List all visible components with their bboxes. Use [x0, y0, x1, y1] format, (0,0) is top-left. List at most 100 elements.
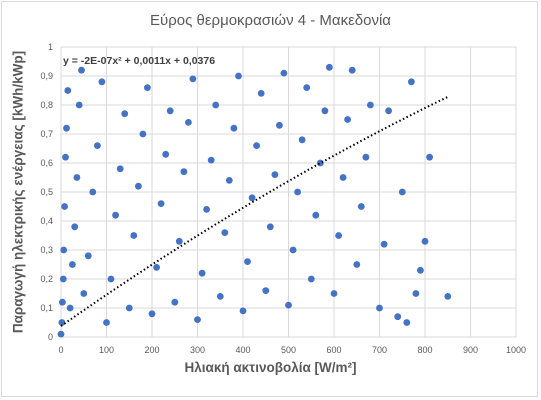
- data-point: [89, 188, 97, 196]
- data-point: [103, 319, 110, 326]
- y-tick-label: 0,7: [40, 129, 53, 139]
- data-point: [307, 275, 315, 283]
- data-point: [148, 310, 156, 318]
- data-point: [266, 223, 274, 231]
- x-axis-label: Ηλιακή ακτινοβολία [W/m²]: [184, 360, 357, 375]
- data-point: [59, 298, 66, 306]
- data-point: [321, 107, 329, 115]
- data-point: [59, 275, 67, 283]
- data-point: [175, 237, 183, 245]
- data-point: [57, 330, 65, 338]
- data-point: [298, 136, 306, 144]
- data-point: [248, 194, 256, 202]
- data-point: [412, 290, 420, 297]
- y-tick-label: 1: [48, 42, 53, 52]
- x-tick-label: 800: [417, 345, 432, 355]
- trendline: [60, 95, 449, 327]
- data-point: [130, 232, 138, 239]
- x-tick-label: 1000: [506, 345, 526, 355]
- y-tick-label: 0,6: [40, 158, 53, 168]
- data-point: [180, 168, 188, 176]
- data-point: [326, 63, 333, 71]
- data-point: [239, 307, 247, 315]
- data-point: [84, 252, 92, 260]
- data-point: [171, 298, 179, 306]
- data-point: [339, 174, 347, 181]
- y-tick-label: 0,9: [40, 71, 53, 81]
- data-point: [380, 240, 388, 248]
- data-point: [116, 165, 124, 173]
- data-point: [262, 287, 270, 294]
- data-point: [107, 275, 115, 283]
- data-point: [80, 290, 88, 297]
- data-point: [58, 319, 66, 326]
- data-point: [417, 266, 424, 274]
- data-point: [330, 290, 338, 297]
- data-point: [235, 72, 242, 80]
- data-point: [139, 130, 147, 138]
- x-tick-label: 600: [326, 345, 341, 355]
- y-tick-label: 0,1: [40, 303, 53, 313]
- data-point: [225, 177, 233, 184]
- data-point: [153, 264, 161, 271]
- data-point: [403, 319, 411, 326]
- data-point: [203, 206, 211, 213]
- chart-title: Εύρος θερμοκρασιών 4 - Μακεδονία: [150, 12, 391, 29]
- data-point: [207, 156, 215, 164]
- data-point: [357, 203, 365, 210]
- y-tick-label: 0,4: [40, 216, 53, 226]
- data-point: [344, 116, 351, 123]
- data-point: [69, 261, 76, 268]
- tick-labels: 0 0,1 0,2 0,3 0,4 0,5 0,6 0,7 0,8 0,9 1 0 100 200 300 4…: [40, 42, 526, 355]
- x-tick-label: 700: [372, 345, 387, 355]
- data-point: [121, 110, 129, 118]
- data-point: [144, 84, 151, 91]
- data-point: [303, 84, 311, 91]
- data-point: [426, 153, 433, 161]
- data-point: [316, 159, 324, 167]
- data-point: [385, 107, 392, 115]
- data-point: [216, 293, 224, 300]
- data-point: [162, 150, 170, 158]
- x-tick-label: 100: [99, 345, 114, 355]
- data-point: [194, 316, 201, 323]
- data-point: [276, 121, 283, 129]
- data-point: [230, 124, 238, 132]
- data-point: [221, 229, 229, 237]
- data-point: [78, 66, 85, 74]
- y-tick-label: 0,2: [40, 274, 53, 284]
- data-point: [244, 258, 251, 265]
- data-point: [376, 304, 383, 312]
- data-point: [271, 171, 279, 179]
- data-point: [125, 304, 133, 312]
- data-points: [57, 63, 452, 338]
- data-point: [394, 313, 402, 321]
- x-tick-label: 400: [235, 345, 250, 355]
- data-point: [335, 232, 342, 239]
- data-point: [408, 78, 415, 86]
- data-point: [280, 69, 288, 77]
- data-point: [64, 87, 72, 94]
- data-point: [398, 188, 406, 196]
- data-point: [285, 301, 292, 309]
- data-point: [75, 101, 83, 109]
- data-point: [98, 78, 106, 86]
- data-point: [189, 75, 197, 83]
- x-tick-label: 200: [144, 345, 159, 355]
- data-point: [353, 261, 361, 268]
- data-point: [94, 142, 101, 150]
- data-point: [185, 119, 192, 126]
- data-point: [61, 203, 68, 210]
- data-point: [62, 153, 69, 161]
- x-tick-label: 900: [463, 345, 478, 355]
- data-point: [421, 237, 429, 245]
- data-point: [362, 153, 370, 161]
- x-tick-label: 0: [58, 345, 63, 355]
- data-point: [289, 246, 297, 254]
- data-point: [157, 200, 165, 208]
- data-point: [367, 101, 374, 109]
- data-point: [444, 293, 452, 300]
- x-tick-label: 300: [190, 345, 205, 355]
- y-tick-label: 0,5: [40, 187, 53, 197]
